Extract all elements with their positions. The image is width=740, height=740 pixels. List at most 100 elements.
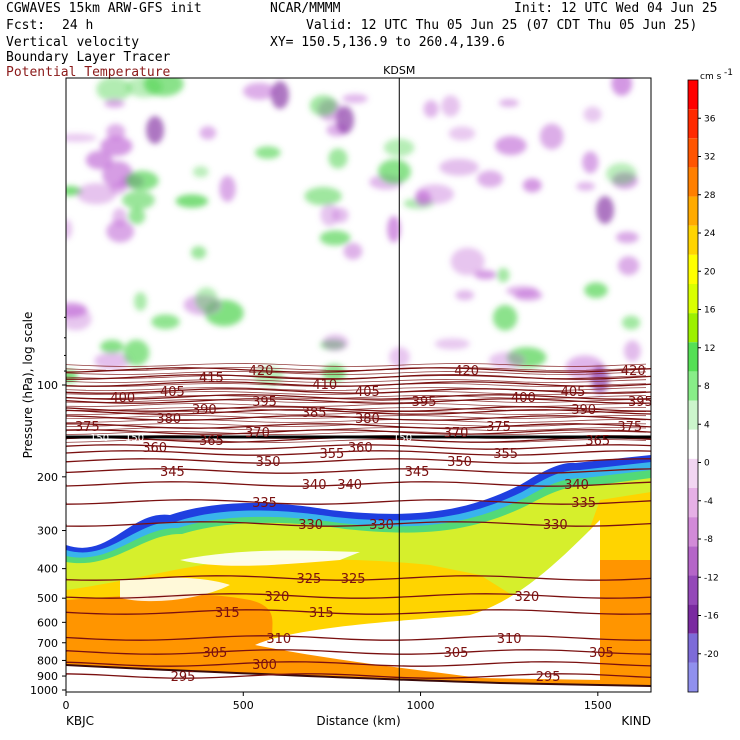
- theta-420-line: [66, 367, 651, 373]
- updraft-blob: [621, 315, 641, 330]
- theta-400-label: 400: [110, 391, 135, 406]
- colorbar-swatch: [688, 254, 698, 284]
- theta-295-label: 295: [536, 670, 561, 685]
- theta-340-label: 340: [337, 478, 362, 493]
- theta-360-line: [66, 444, 651, 450]
- colorbar-label: 12: [704, 344, 715, 354]
- downdraft-blob: [106, 123, 126, 140]
- downdraft-blob: [423, 100, 439, 118]
- field-boundary-layer-tracer: Boundary Layer Tracer: [6, 50, 171, 65]
- updraft-blob: [319, 230, 351, 246]
- updraft-blob: [304, 186, 342, 206]
- theta-335-line: [66, 499, 651, 505]
- theta-315-label: 315: [309, 606, 334, 621]
- colorbar-swatch: [688, 400, 698, 430]
- colorbar-label: 4: [704, 420, 710, 430]
- colorbar-swatch: [688, 488, 698, 518]
- downdraft-blob: [611, 78, 633, 96]
- theta-375-label: 375: [617, 420, 642, 435]
- tropopause-label: 150: [125, 433, 144, 444]
- downdraft-blob: [110, 183, 127, 195]
- downdraft-blob: [104, 99, 125, 108]
- theta-355-line: [66, 450, 651, 456]
- updraft-blob: [134, 292, 147, 311]
- theta-minor-line: [66, 411, 647, 415]
- theta-355-label: 355: [493, 447, 518, 462]
- theta-320-label: 320: [514, 590, 539, 605]
- theta-325-line: [66, 575, 651, 581]
- theta-400-line: [66, 394, 651, 400]
- theta-minor-line: [66, 399, 647, 403]
- colorbar-swatch: [688, 371, 698, 401]
- clean-air-region: [180, 550, 360, 566]
- terrain-outline: [66, 664, 651, 687]
- updraft-blob: [100, 339, 124, 354]
- y-tick-label-800: 800: [37, 654, 58, 667]
- downdraft-blob: [243, 82, 276, 100]
- clean-air-region: [120, 577, 230, 602]
- downdraft-blob: [66, 307, 92, 331]
- theta-360-label: 360: [348, 441, 373, 456]
- strong-downdraft-core: [596, 196, 614, 224]
- downdraft-blob: [522, 178, 542, 193]
- downdraft-blob: [623, 340, 641, 362]
- colorbar-label: 8: [704, 382, 710, 392]
- downdraft-blob: [582, 151, 599, 174]
- xy-range: XY= 150.5,136.9 to 260.4,139.6: [270, 35, 505, 50]
- end-station-label: KIND: [621, 714, 651, 728]
- updraft-blob: [96, 78, 132, 102]
- theta-minor-line: [66, 439, 647, 443]
- valid-time: Valid: 12 UTC Thu 05 Jun 25 (07 CDT Thu …: [306, 18, 698, 33]
- fcst-value: 24 h: [62, 18, 94, 33]
- theta-345-line: [66, 468, 651, 474]
- strong-downdraft-core: [591, 366, 609, 394]
- colorbar-label: 36: [704, 114, 716, 124]
- downdraft-blob: [494, 136, 527, 156]
- strong-downdraft-core: [146, 116, 164, 144]
- downdraft-blob: [219, 175, 236, 203]
- downdraft-blob: [343, 242, 363, 260]
- colorbar-swatch: [688, 458, 698, 488]
- theta-390-label: 390: [571, 403, 596, 418]
- theta-minor-line: [66, 375, 647, 379]
- colorbar-label: -20: [704, 650, 719, 660]
- theta-350-line: [66, 458, 651, 464]
- clean-air-region: [255, 520, 600, 680]
- downdraft-blob: [332, 207, 349, 223]
- updraft-blob: [194, 287, 218, 313]
- tropopause-label: 150: [90, 433, 109, 444]
- downdraft-blob: [320, 203, 339, 227]
- theta-minor-line: [66, 391, 647, 395]
- theta-310-label: 310: [266, 632, 291, 647]
- x-tick-label-500: 500: [233, 699, 254, 712]
- theta-minor-line: [66, 407, 646, 411]
- downdraft-blob: [100, 136, 133, 157]
- downdraft-blob: [439, 158, 479, 176]
- tropopause-label: 150: [393, 433, 412, 444]
- theta-minor-line: [66, 415, 647, 419]
- downdraft-blob: [477, 170, 504, 188]
- updraft-blob: [126, 78, 163, 98]
- theta-350-label: 350: [447, 455, 472, 470]
- colorbar-swatch: [688, 284, 698, 314]
- downdraft-blob: [474, 269, 497, 280]
- updraft-blob: [254, 146, 281, 159]
- downdraft-blob: [434, 338, 470, 350]
- theta-minor-line: [66, 383, 647, 387]
- theta-405-line: [66, 388, 651, 394]
- theta-315-label: 315: [215, 606, 240, 621]
- theta-420-label: 420: [621, 364, 646, 379]
- model-line: CGWAVES 15km ARW-GFS init: [6, 1, 202, 16]
- theta-385-label: 385: [302, 406, 327, 421]
- theta-415-label: 415: [199, 371, 224, 386]
- updraft-blob: [584, 282, 608, 299]
- updraft-blob: [122, 190, 155, 210]
- x-tick-label-1000: 1000: [407, 699, 435, 712]
- updraft-blob: [127, 208, 146, 225]
- colorbar-swatch: [688, 109, 698, 139]
- colorbar-unit-exponent: -1: [724, 68, 733, 78]
- updraft-blob: [328, 148, 348, 169]
- updraft-blob: [309, 95, 338, 117]
- theta-410-label: 410: [312, 378, 337, 393]
- colorbar-swatch: [688, 662, 698, 692]
